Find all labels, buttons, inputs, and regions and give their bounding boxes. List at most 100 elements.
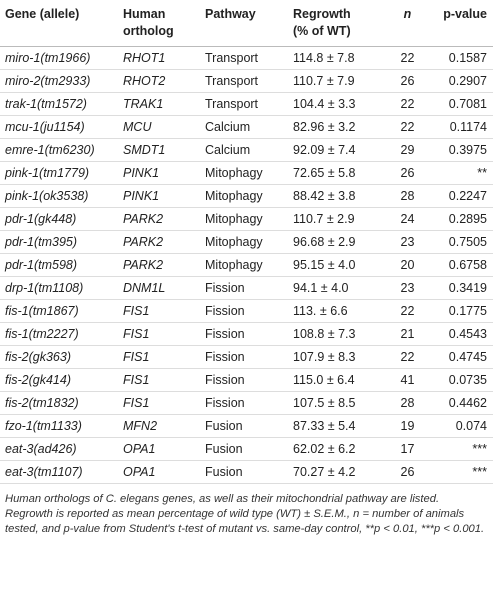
table-cell: 22: [388, 345, 426, 369]
table-cell: 0.074: [426, 414, 493, 438]
table-cell: pdr-1(tm395): [0, 230, 118, 254]
table-body: miro-1(tm1966) RHOT1 Transport 114.8 ± 7.8 2…: [0, 46, 493, 484]
table-row: fzo-1(tm1133) MFN2 Fusion 87.33 ± 5.4 19 0.07…: [0, 414, 493, 438]
table-cell: fis-2(gk414): [0, 368, 118, 392]
table-cell: pdr-1(tm598): [0, 253, 118, 277]
header-text: Pathway: [205, 7, 256, 21]
header-cell: n: [388, 0, 426, 47]
table-cell: fis-1(tm1867): [0, 299, 118, 323]
table-cell: 107.9 ± 8.3: [288, 345, 388, 369]
table-cell: miro-2(tm2933): [0, 69, 118, 93]
table-cell: 0.3419: [426, 276, 493, 300]
table-cell: FIS1: [118, 299, 200, 323]
table-cell: fzo-1(tm1133): [0, 414, 118, 438]
table-cell: Fission: [200, 391, 288, 415]
table-row: eat-3(tm1107) OPA1 Fusion 70.27 ± 4.2 26 ***: [0, 460, 493, 484]
table-cell: 17: [388, 437, 426, 461]
table-cell: Fission: [200, 345, 288, 369]
table-row: fis-2(gk414) FIS1 Fission 115.0 ± 6.4 41 0.07…: [0, 368, 493, 392]
table-cell: DNM1L: [118, 276, 200, 300]
table-cell: Fission: [200, 368, 288, 392]
table-row: pdr-1(tm395) PARK2 Mitophagy 96.68 ± 2.9 23 0…: [0, 230, 493, 254]
table-cell: RHOT2: [118, 69, 200, 93]
table-cell: mcu-1(ju1154): [0, 115, 118, 139]
table-cell: 0.4745: [426, 345, 493, 369]
table-row: fis-2(tm1832) FIS1 Fission 107.5 ± 8.5 28 0.4…: [0, 391, 493, 415]
table-cell: 62.02 ± 6.2: [288, 437, 388, 461]
table-cell: pdr-1(gk448): [0, 207, 118, 231]
data-table: Gene (allele) Human ortholog Pathway Regrowt…: [0, 0, 493, 484]
table-cell: Fusion: [200, 437, 288, 461]
table-cell: fis-2(gk363): [0, 345, 118, 369]
table-cell: 92.09 ± 7.4: [288, 138, 388, 162]
table-cell: ***: [426, 460, 493, 484]
table-cell: 104.4 ± 3.3: [288, 92, 388, 116]
table-cell: fis-2(tm1832): [0, 391, 118, 415]
table-cell: fis-1(tm2227): [0, 322, 118, 346]
header-cell: Pathway: [200, 0, 288, 47]
header-text: ortholog: [123, 24, 174, 38]
table-cell: 70.27 ± 4.2: [288, 460, 388, 484]
table-cell: 0.2895: [426, 207, 493, 231]
table-cell: pink-1(ok3538): [0, 184, 118, 208]
table-cell: Fission: [200, 299, 288, 323]
table-cell: Fusion: [200, 414, 288, 438]
header-text: n: [403, 7, 412, 21]
table-cell: FIS1: [118, 345, 200, 369]
table-row: miro-2(tm2933) RHOT2 Transport 110.7 ± 7.9 2…: [0, 69, 493, 93]
header-cell: Human ortholog: [118, 0, 200, 47]
table-row: trak-1(tm1572) TRAK1 Transport 104.4 ± 3.3 2…: [0, 92, 493, 116]
table-row: drp-1(tm1108) DNM1L Fission 94.1 ± 4.0 23 0.3…: [0, 276, 493, 300]
table-cell: 87.33 ± 5.4: [288, 414, 388, 438]
table-cell: PARK2: [118, 230, 200, 254]
table-cell: Fission: [200, 276, 288, 300]
table-cell: MFN2: [118, 414, 200, 438]
table-cell: 29: [388, 138, 426, 162]
header-cell: Gene (allele): [0, 0, 118, 47]
header-text: Regrowth: [293, 7, 351, 21]
table-cell: ***: [426, 437, 493, 461]
table-cell: eat-3(ad426): [0, 437, 118, 461]
table-cell: FIS1: [118, 391, 200, 415]
table-cell: Mitophagy: [200, 207, 288, 231]
header-text: Gene (allele): [5, 7, 80, 21]
table-cell: Transport: [200, 69, 288, 93]
table-cell: 0.4543: [426, 322, 493, 346]
table-cell: Mitophagy: [200, 161, 288, 185]
table-cell: 23: [388, 276, 426, 300]
table-cell: 0.1174: [426, 115, 493, 139]
table-row: pink-1(ok3538) PINK1 Mitophagy 88.42 ± 3.8 2…: [0, 184, 493, 208]
table-cell: 22: [388, 46, 426, 70]
table-cell: SMDT1: [118, 138, 200, 162]
table-cell: 22: [388, 92, 426, 116]
table-cell: 0.3975: [426, 138, 493, 162]
table-cell: RHOT1: [118, 46, 200, 70]
table-cell: 28: [388, 184, 426, 208]
table-cell: Calcium: [200, 138, 288, 162]
table-cell: TRAK1: [118, 92, 200, 116]
table-cell: Mitophagy: [200, 230, 288, 254]
table-cell: Fusion: [200, 460, 288, 484]
table-cell: 0.4462: [426, 391, 493, 415]
table-cell: pink-1(tm1779): [0, 161, 118, 185]
table-cell: PARK2: [118, 207, 200, 231]
table-cell: 72.65 ± 5.8: [288, 161, 388, 185]
table-cell: 0.2247: [426, 184, 493, 208]
table-cell: OPA1: [118, 460, 200, 484]
table-cell: 20: [388, 253, 426, 277]
table-cell: Fission: [200, 322, 288, 346]
table-row: miro-1(tm1966) RHOT1 Transport 114.8 ± 7.8 2…: [0, 46, 493, 70]
table-cell: FIS1: [118, 322, 200, 346]
table-cell: FIS1: [118, 368, 200, 392]
header-text: Human: [123, 7, 166, 21]
table-cell: 23: [388, 230, 426, 254]
table-cell: 110.7 ± 2.9: [288, 207, 388, 231]
table-cell: Calcium: [200, 115, 288, 139]
table-cell: miro-1(tm1966): [0, 46, 118, 70]
table-cell: 19: [388, 414, 426, 438]
table-cell: PINK1: [118, 184, 200, 208]
table-cell: 115.0 ± 6.4: [288, 368, 388, 392]
table-cell: trak-1(tm1572): [0, 92, 118, 116]
table-row: pdr-1(gk448) PARK2 Mitophagy 110.7 ± 2.9 24 0…: [0, 207, 493, 231]
footnote: Human orthologs of C. elegans genes, as …: [5, 493, 485, 535]
